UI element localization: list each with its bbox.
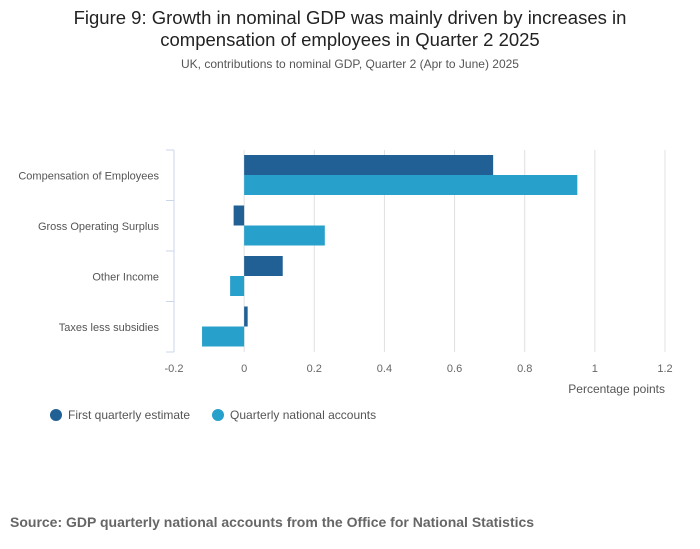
legend-item-quarterly-accounts[interactable]: Quarterly national accounts: [212, 408, 376, 422]
category-label: Other Income: [92, 271, 159, 283]
x-tick-label: 0.6: [447, 363, 462, 375]
bar-first-estimate: [244, 256, 283, 276]
bar-first-estimate: [244, 306, 248, 327]
legend-item-first-estimate[interactable]: First quarterly estimate: [50, 408, 190, 422]
bar-first-estimate: [244, 155, 494, 175]
x-tick-label: -0.2: [165, 363, 184, 375]
bar-first-estimate: [233, 205, 245, 226]
bar-quarterly-accounts: [244, 175, 578, 195]
x-axis-title: Percentage points: [568, 382, 665, 396]
legend-label: First quarterly estimate: [68, 408, 191, 422]
bar-quarterly-accounts: [202, 326, 245, 347]
x-tick-label: 1: [592, 363, 598, 375]
category-label: Gross Operating Surplus: [38, 221, 160, 233]
legend-marker-quarterly-accounts: [212, 409, 225, 421]
x-tick-label: 0: [241, 363, 247, 375]
category-label: Taxes less subsidies: [59, 322, 160, 334]
chart-subtitle: UK, contributions to nominal GDP, Quarte…: [181, 57, 519, 71]
legend: First quarterly estimate Quarterly natio…: [50, 408, 376, 422]
chart-title-line-1: Figure 9: Growth in nominal GDP was main…: [73, 7, 627, 28]
bar-quarterly-accounts: [244, 225, 325, 246]
legend-label: Quarterly national accounts: [230, 408, 377, 422]
category-label: Compensation of Employees: [18, 170, 159, 182]
x-tick-label: 0.2: [307, 363, 322, 375]
bar-quarterly-accounts: [230, 276, 245, 296]
chart-title-line-2: compensation of employees in Quarter 2 2…: [160, 29, 540, 50]
x-tick-label: 0.8: [517, 363, 532, 375]
source-note: Source: GDP quarterly national accounts …: [10, 514, 535, 530]
chart-title: Figure 9: Growth in nominal GDP was main…: [0, 7, 700, 51]
x-tick-label: 0.4: [377, 363, 392, 375]
legend-marker-first-estimate: [50, 409, 62, 421]
x-tick-label: 1.2: [657, 363, 672, 375]
